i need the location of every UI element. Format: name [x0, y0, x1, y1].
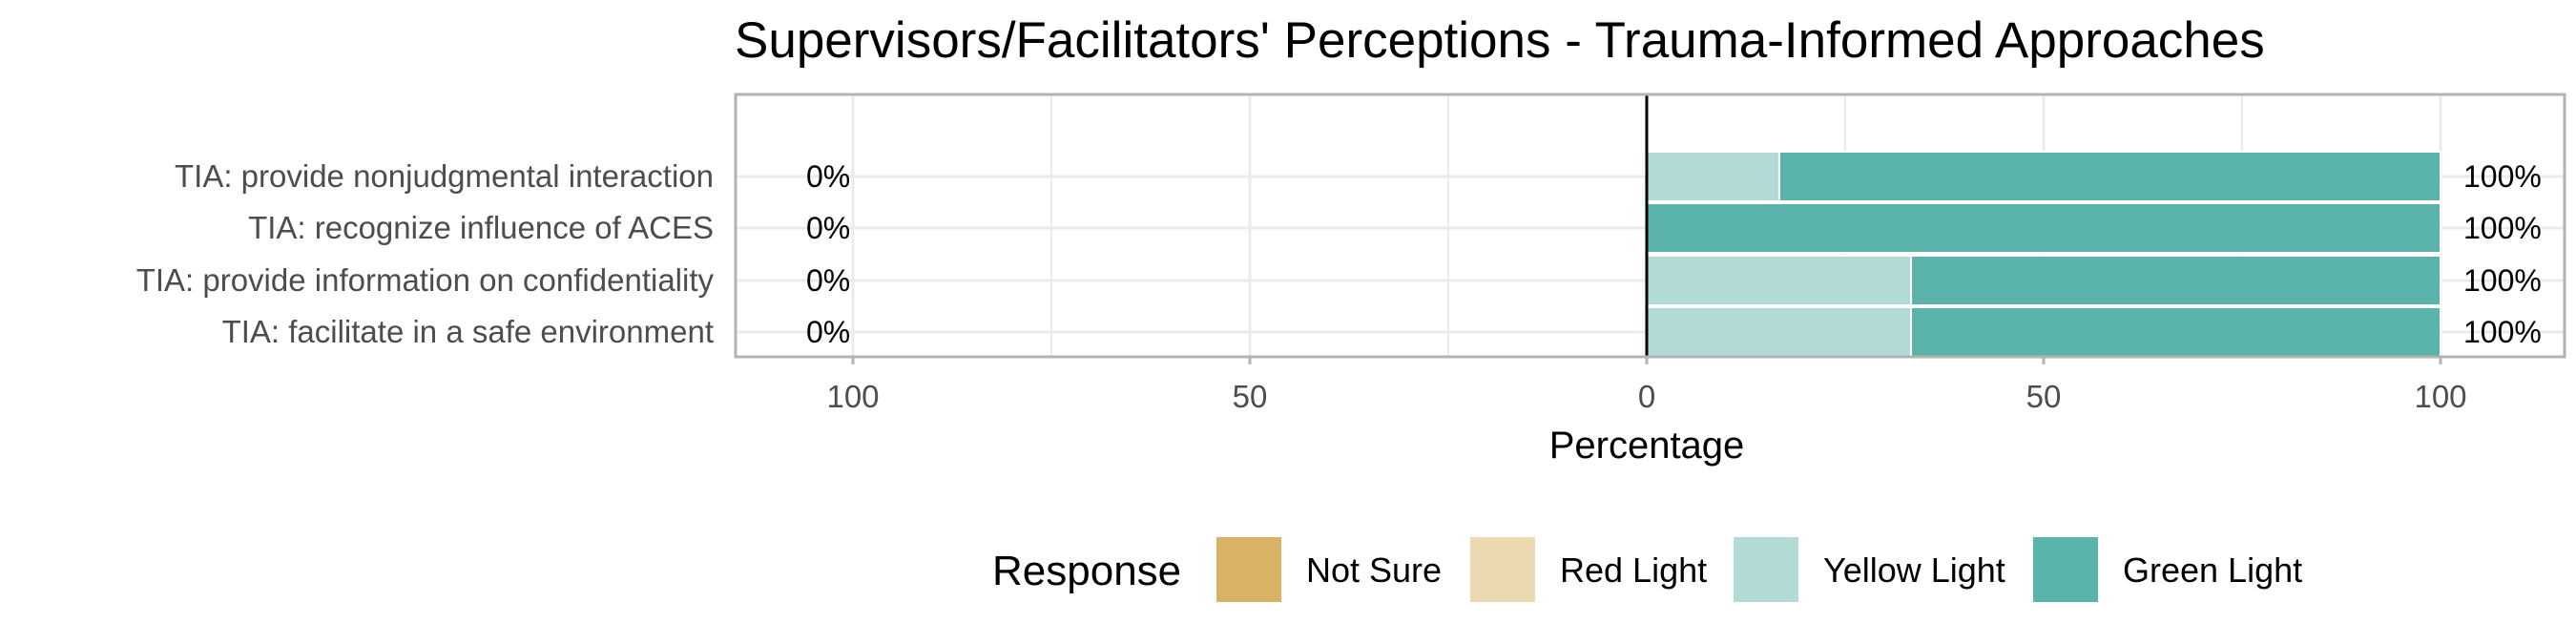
category-labels: TIA: provide nonjudgmental interaction TI… — [136, 158, 715, 349]
x-tick-label: 50 — [1233, 379, 1268, 414]
legend-label-red-light: Red Light — [1560, 551, 1707, 590]
chart-title: Supervisors/Facilitators' Perceptions - … — [735, 12, 2265, 69]
category-label: TIA: facilitate in a safe environment — [222, 314, 714, 349]
legend-title: Response — [992, 548, 1181, 594]
x-tick-label: 0 — [1638, 379, 1655, 414]
x-tick-label: 100 — [826, 379, 879, 414]
legend-label-not-sure: Not Sure — [1306, 551, 1442, 590]
legend-swatch-green-light — [2031, 535, 2100, 604]
left-percent-label: 0% — [806, 211, 850, 245]
legend-swatch-red-light — [1468, 535, 1537, 604]
left-percent-label: 0% — [806, 315, 850, 349]
bar-green-light — [1777, 151, 2441, 202]
right-percent-label: 100% — [2463, 211, 2542, 245]
legend-label-yellow-light: Yellow Light — [1823, 551, 2005, 590]
legend: Response Not Sure Red Light Yellow Light Gr… — [992, 535, 2302, 604]
bar-yellow-light — [1646, 151, 1780, 202]
bar-green-light — [1910, 306, 2441, 358]
left-percent-label: 0% — [806, 263, 850, 298]
bars — [1646, 151, 2441, 358]
right-percent-label: 100% — [2463, 263, 2542, 298]
x-tick-label: 100 — [2414, 379, 2466, 414]
x-axis-ticks: 100 50 0 50 100 — [826, 357, 2467, 414]
bar-yellow-light — [1646, 306, 1913, 358]
data-labels: 0% 0% 0% 0% 100% 100% 100% 100% — [806, 159, 2542, 349]
bar-green-light — [1646, 202, 2441, 254]
left-percent-label: 0% — [806, 159, 850, 194]
bar-green-light — [1910, 255, 2441, 306]
category-label: TIA: provide nonjudgmental interaction — [175, 158, 714, 194]
category-label: TIA: provide information on confidential… — [136, 262, 715, 298]
legend-items: Not Sure Red Light Yellow Light Green Light — [1215, 535, 2302, 604]
x-axis-title: Percentage — [1549, 425, 1745, 467]
legend-label-green-light: Green Light — [2123, 551, 2302, 590]
plot-panel-border — [734, 93, 2566, 359]
legend-swatch-yellow-light — [1732, 535, 1800, 604]
legend-swatch-not-sure — [1215, 535, 1283, 604]
right-percent-label: 100% — [2463, 315, 2542, 349]
x-tick-label: 50 — [2026, 379, 2062, 414]
right-percent-label: 100% — [2463, 159, 2542, 194]
category-label: TIA: recognize influence of ACES — [248, 210, 714, 245]
bar-yellow-light — [1646, 255, 1913, 306]
